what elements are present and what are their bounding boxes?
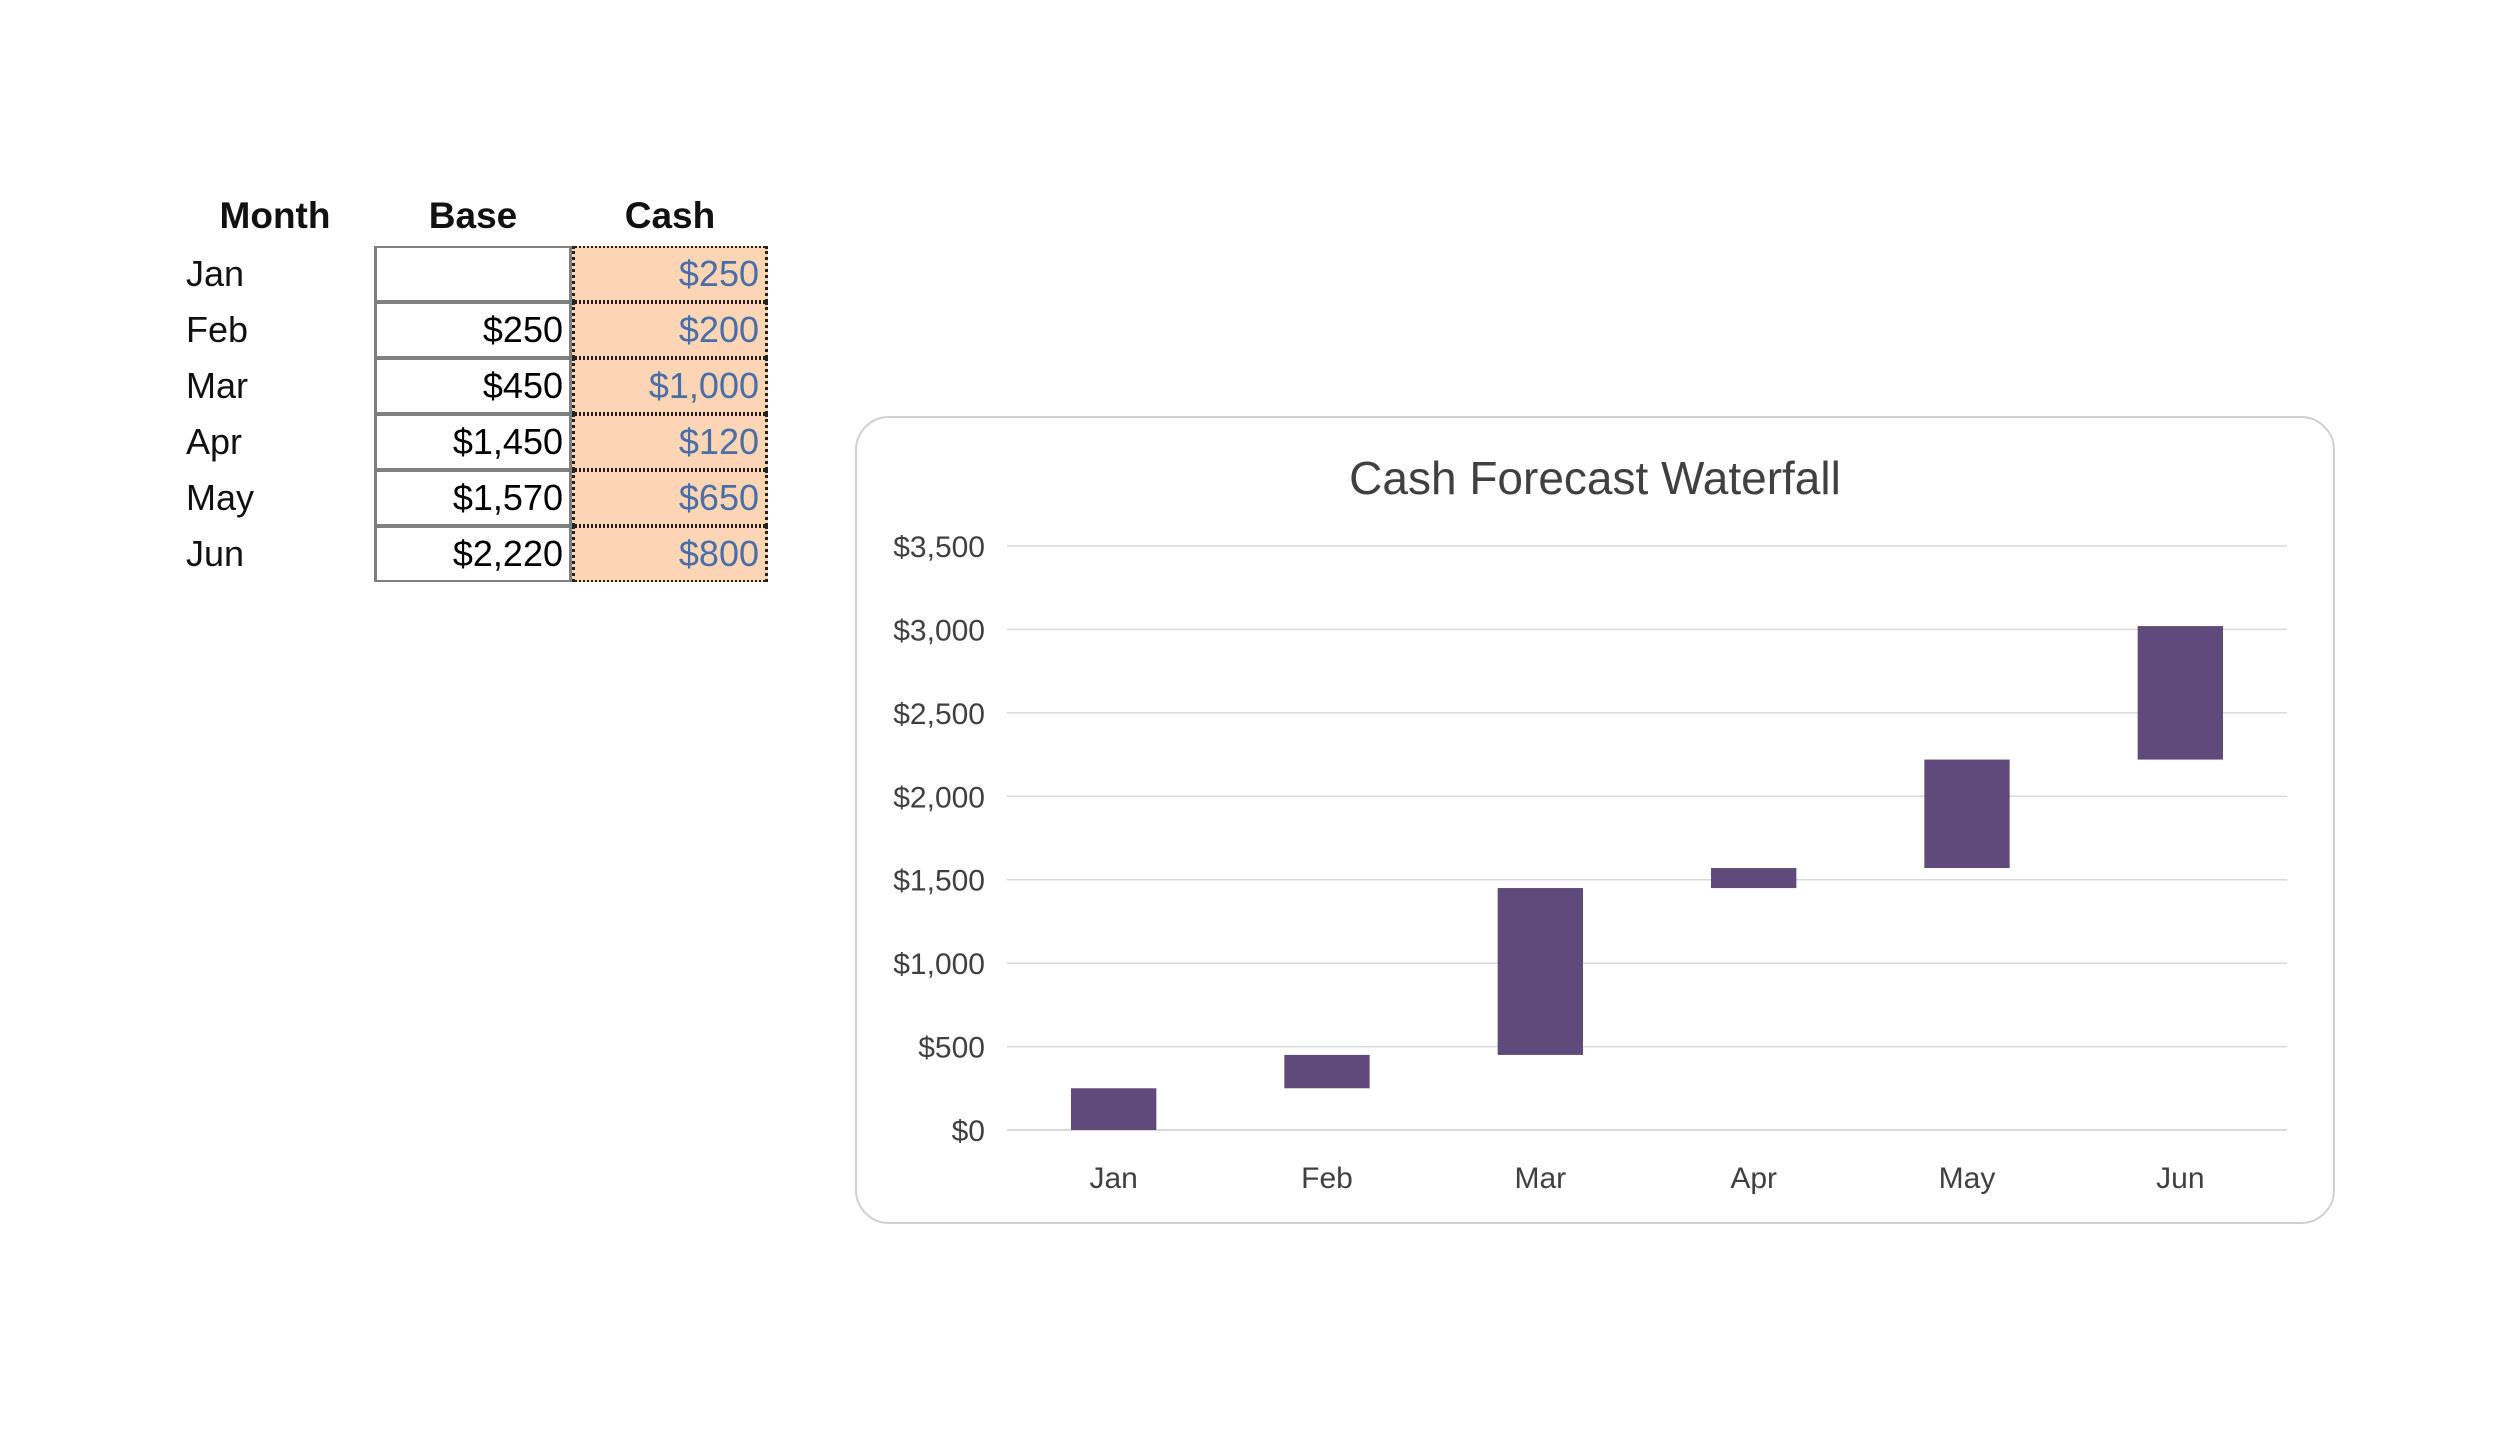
bar-feb[interactable] — [1284, 1054, 1370, 1089]
cell-month: Mar — [186, 365, 248, 406]
cell-base[interactable]: $1,450 — [374, 414, 572, 470]
y-tick-label: $3,000 — [893, 614, 985, 647]
cell-cash[interactable]: $800 — [572, 526, 768, 582]
cell-month: Feb — [186, 309, 249, 350]
table-row: Jun $2,220 $800 — [172, 526, 772, 582]
y-tick-label: $1,500 — [893, 865, 985, 898]
cell-month: Apr — [186, 421, 243, 462]
x-tick-label: Jun — [2156, 1162, 2204, 1195]
x-tick-label: Apr — [1730, 1162, 1777, 1195]
header-base: Base — [428, 195, 518, 236]
cell-cash[interactable]: $650 — [572, 470, 768, 526]
cell-cash[interactable]: $200 — [572, 302, 768, 358]
x-tick-label: Mar — [1514, 1162, 1566, 1195]
y-tick-label: $500 — [918, 1032, 985, 1065]
y-tick-label: $3,500 — [893, 531, 985, 564]
cell-month: Jun — [186, 533, 245, 574]
bar-jan[interactable] — [1071, 1088, 1157, 1130]
table-row: Feb $250 $200 — [172, 302, 772, 358]
table-row: Jan $250 — [172, 246, 772, 302]
bar-apr[interactable] — [1711, 868, 1797, 889]
cell-base[interactable]: $2,220 — [374, 526, 572, 582]
table-row: May $1,570 $650 — [172, 470, 772, 526]
bar-may[interactable] — [1924, 759, 2010, 869]
cell-base[interactable]: $250 — [374, 302, 572, 358]
x-tick-label: Jan — [1089, 1162, 1137, 1195]
x-tick-label: Feb — [1301, 1162, 1353, 1195]
cell-month: May — [186, 477, 255, 518]
cell-base[interactable]: $450 — [374, 358, 572, 414]
chart-title: Cash Forecast Waterfall — [1349, 452, 1841, 504]
header-month: Month — [219, 195, 331, 236]
cell-base[interactable]: $1,570 — [374, 470, 572, 526]
cell-cash[interactable]: $120 — [572, 414, 768, 470]
y-tick-label: $0 — [952, 1115, 985, 1148]
header-cash: Cash — [624, 195, 716, 236]
bars — [1071, 626, 2223, 1130]
x-axis-ticks: Jan Feb Mar Apr May Jun — [1089, 1162, 2204, 1195]
x-tick-label: May — [1939, 1162, 1996, 1195]
cell-cash[interactable]: $1,000 — [572, 358, 768, 414]
table-row: Apr $1,450 $120 — [172, 414, 772, 470]
waterfall-chart: Cash Forecast Waterfall $0 $500 $1,000 $1,5… — [893, 452, 2287, 1195]
table-row: Mar $450 $1,000 — [172, 358, 772, 414]
cell-cash[interactable]: $250 — [572, 246, 768, 302]
bar-jun[interactable] — [2137, 626, 2223, 760]
gridlines — [1007, 545, 2287, 1131]
y-tick-label: $2,500 — [893, 698, 985, 731]
y-tick-label: $1,000 — [893, 948, 985, 981]
y-tick-label: $2,000 — [893, 781, 985, 814]
y-axis-ticks: $0 $500 $1,000 $1,500 $2,000 $2,500 $3,000 $3,5… — [893, 531, 985, 1148]
chart-area[interactable]: Cash Forecast Waterfall $0 $500 $1,000 $1,5… — [855, 416, 2335, 1224]
cell-base[interactable] — [374, 246, 572, 302]
bar-mar[interactable] — [1497, 888, 1583, 1055]
cell-month: Jan — [186, 253, 245, 294]
